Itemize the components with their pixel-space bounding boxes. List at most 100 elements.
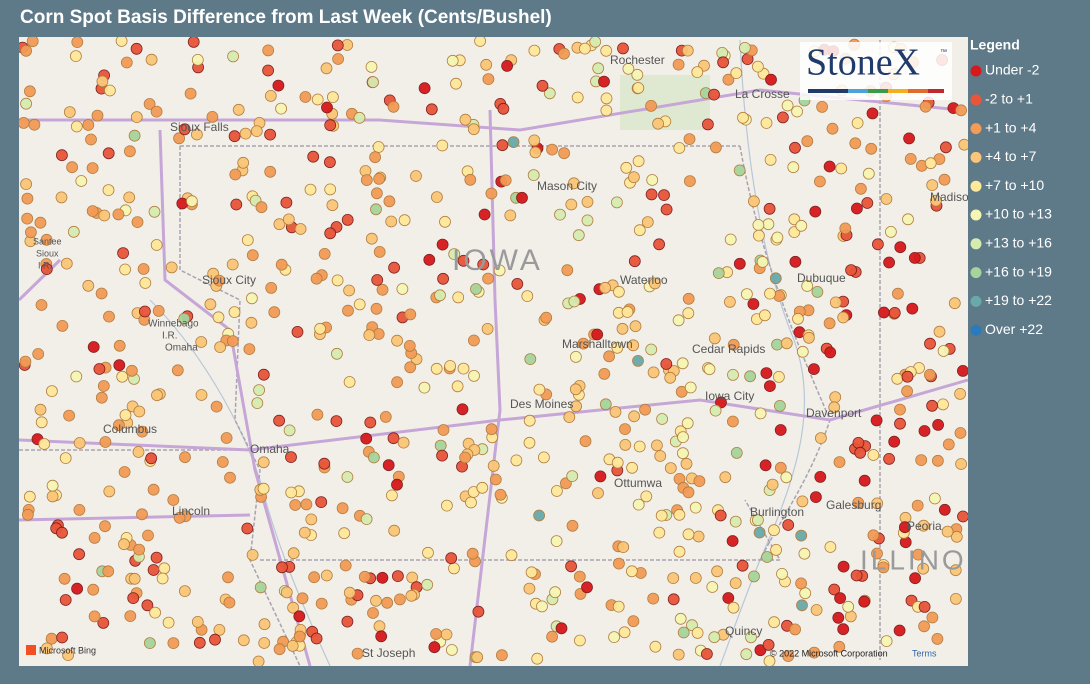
location-dot (141, 599, 154, 612)
location-dot (406, 571, 419, 584)
location-dot (729, 577, 742, 589)
location-dot (391, 376, 404, 389)
location-dot (315, 496, 328, 509)
location-dot (418, 381, 431, 394)
legend-label: +13 to +16 (985, 235, 1052, 251)
place-label: Ottumwa (614, 476, 662, 490)
map: Rochester La Crosse Sioux Falls Mason City I… (19, 37, 999, 666)
location-dot (184, 87, 197, 100)
location-dot (776, 568, 788, 580)
location-dot (62, 649, 74, 661)
location-dot (771, 338, 783, 351)
location-dot (158, 562, 171, 575)
location-dot (363, 329, 376, 342)
location-dot (115, 37, 128, 47)
location-dot (450, 77, 462, 90)
location-dot (764, 287, 776, 300)
location-dot (649, 277, 661, 290)
location-dot (71, 582, 83, 595)
location-dot (318, 247, 331, 260)
legend-swatch (970, 267, 982, 279)
location-dot (600, 104, 613, 117)
location-dot (191, 54, 204, 66)
location-dot (19, 117, 30, 129)
location-dot (894, 417, 906, 430)
place-label: ILLINOIS (860, 544, 999, 575)
location-dot (752, 514, 764, 526)
location-dot (369, 151, 382, 164)
location-dot (563, 411, 576, 424)
location-dot (924, 368, 936, 381)
location-dot (371, 274, 384, 286)
location-dot (63, 106, 76, 118)
place-label: Iowa City (705, 389, 754, 403)
location-dot (744, 370, 756, 383)
location-dot (116, 370, 129, 383)
location-dot (75, 175, 88, 187)
location-dot (632, 155, 645, 168)
location-dot (724, 233, 737, 246)
location-dot (826, 122, 839, 135)
location-dot (622, 62, 635, 75)
location-dot (756, 256, 769, 268)
location-dot (56, 149, 68, 162)
location-dot (579, 42, 591, 55)
location-dot (828, 583, 841, 596)
location-dot (611, 196, 623, 209)
location-dot (41, 642, 53, 655)
location-dot (258, 637, 271, 649)
location-dot (280, 586, 293, 599)
location-dot (810, 604, 823, 616)
location-dot (330, 415, 343, 428)
location-dot (799, 587, 812, 600)
location-dot (888, 306, 901, 319)
location-dot (226, 258, 239, 271)
place-label: Columbus (103, 422, 157, 436)
location-dot (257, 456, 270, 469)
location-dot (566, 519, 579, 532)
location-dot (656, 413, 668, 425)
location-dot (903, 132, 915, 145)
place-label: Sioux (36, 248, 59, 258)
terms-link[interactable]: Terms (912, 648, 937, 658)
location-dot (909, 572, 921, 585)
location-dot (833, 456, 846, 469)
location-dot (360, 174, 373, 187)
location-dot (682, 307, 695, 320)
location-dot (291, 325, 304, 338)
location-dot (396, 283, 409, 295)
location-dot (851, 117, 864, 129)
location-dot (647, 592, 660, 605)
location-dot (113, 359, 126, 372)
location-dot (398, 214, 411, 227)
location-dot (902, 213, 914, 226)
bing-label: Microsoft Bing (39, 645, 96, 655)
location-dot (85, 133, 97, 146)
logo-stripe (908, 89, 928, 93)
location-dot (908, 251, 921, 264)
location-dot (156, 572, 169, 585)
location-dot (829, 296, 842, 309)
location-dot (167, 637, 180, 649)
location-dot (487, 459, 500, 472)
location-dot (132, 446, 145, 458)
location-dot (645, 343, 658, 356)
location-dot (353, 298, 366, 311)
location-dot (888, 435, 901, 448)
location-dot (478, 208, 491, 221)
location-dot (470, 283, 482, 295)
location-dot (480, 58, 493, 71)
location-dot (554, 208, 566, 221)
location-dot (223, 596, 236, 609)
location-dot (310, 272, 323, 285)
location-dot (70, 120, 83, 133)
location-dot (241, 522, 254, 535)
location-dot (190, 128, 203, 141)
location-dot (93, 363, 106, 375)
location-dot (213, 624, 226, 636)
location-dot (561, 264, 574, 277)
location-dot (113, 339, 126, 352)
location-dot (150, 239, 163, 251)
location-dot (268, 306, 281, 319)
location-dot (459, 113, 472, 126)
